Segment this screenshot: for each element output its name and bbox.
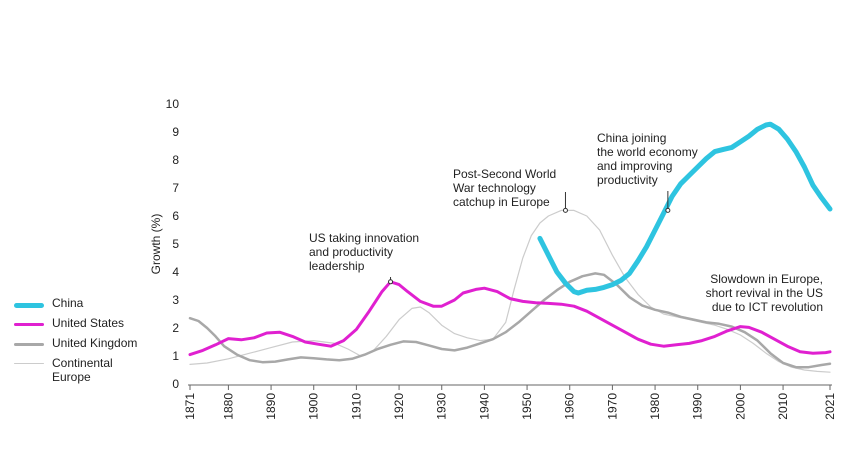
- y-tick-label: 8: [172, 153, 179, 167]
- x-tick-label: 1920: [392, 393, 406, 420]
- annotation-text-line: War technology: [453, 181, 536, 195]
- annotation-text-line: catchup in Europe: [453, 195, 550, 209]
- annotation-text-line: China joining: [597, 131, 666, 145]
- annotation-text-line: productivity: [597, 173, 658, 187]
- y-tick-label: 7: [172, 181, 179, 195]
- legend-label: China: [52, 296, 84, 310]
- y-tick-label: 2: [172, 321, 179, 335]
- x-tick-label: 1960: [563, 393, 577, 420]
- y-tick-label: 0: [172, 377, 179, 391]
- x-tick-label: 1950: [520, 393, 534, 420]
- annotation-text-line: due to ICT revolution: [712, 300, 823, 314]
- x-tick-label: 2000: [733, 393, 747, 420]
- x-tick-label: 2010: [776, 393, 790, 420]
- series-line-china: [537, 121, 833, 296]
- annotation-text-line: Post-Second World: [453, 167, 556, 181]
- annotation-text-line: and productivity: [309, 245, 393, 259]
- annotation-text-line: the world economy: [597, 145, 698, 159]
- legend-item-china: China: [14, 296, 142, 310]
- y-axis: Growth (%) 0 1 2 3 4 5 6 7 8 9 10: [149, 97, 179, 391]
- annotation-marker: [388, 279, 394, 285]
- annotation-4: Slowdown in Europe,short revival in the …: [706, 272, 823, 314]
- series-line-united-kingdom: [188, 272, 832, 369]
- y-tick-label: 5: [172, 237, 179, 251]
- x-tick-label: 1930: [435, 393, 449, 420]
- legend-item-united-states: United States: [14, 316, 142, 330]
- legend-swatch: [14, 323, 44, 326]
- annotation-text-line: leadership: [309, 259, 365, 273]
- y-tick-label: 10: [166, 97, 180, 111]
- annotation-text-line: short revival in the US: [706, 286, 823, 300]
- annotation-marker: [562, 207, 568, 213]
- legend: China United States United Kingdom Continen…: [14, 296, 142, 390]
- y-tick-label: 6: [172, 209, 179, 223]
- y-tick-label: 1: [172, 349, 179, 363]
- legend-swatch: [14, 363, 44, 365]
- y-axis-label: Growth (%): [149, 214, 163, 275]
- x-tick-label: 1910: [349, 393, 363, 420]
- y-tick-label: 4: [172, 265, 179, 279]
- y-tick-label: 3: [172, 293, 179, 307]
- legend-label: United Kingdom: [52, 336, 138, 350]
- x-tick-label: 1871: [183, 393, 197, 420]
- annotation-text-line: and improving: [597, 159, 672, 173]
- x-axis: 1871 1880 1890 1900 1910 1920 1930 1940 1950 1960…: [183, 384, 837, 420]
- x-tick-label: 1900: [307, 393, 321, 420]
- series-layer: [188, 121, 833, 373]
- legend-item-continental-europe: Continental Europe: [14, 356, 142, 384]
- legend-swatch: [14, 303, 44, 308]
- legend-swatch: [14, 343, 44, 346]
- annotation-marker: [665, 207, 671, 213]
- annotation-text-line: US taking innovation: [309, 231, 419, 245]
- x-tick-label: 2021: [823, 393, 837, 420]
- annotation-text-line: Slowdown in Europe,: [710, 272, 823, 286]
- y-tick-label: 9: [172, 125, 179, 139]
- x-tick-label: 1940: [477, 393, 491, 420]
- legend-item-united-kingdom: United Kingdom: [14, 336, 142, 350]
- x-tick-label: 1980: [648, 393, 662, 420]
- legend-label: United States: [52, 316, 125, 330]
- x-tick-label: 1880: [221, 393, 235, 420]
- x-tick-label: 1990: [691, 393, 705, 420]
- legend-label: Continental Europe: [52, 356, 113, 384]
- x-tick-label: 1970: [605, 393, 619, 420]
- series-line-united-states: [188, 280, 832, 357]
- x-tick-label: 1890: [264, 393, 278, 420]
